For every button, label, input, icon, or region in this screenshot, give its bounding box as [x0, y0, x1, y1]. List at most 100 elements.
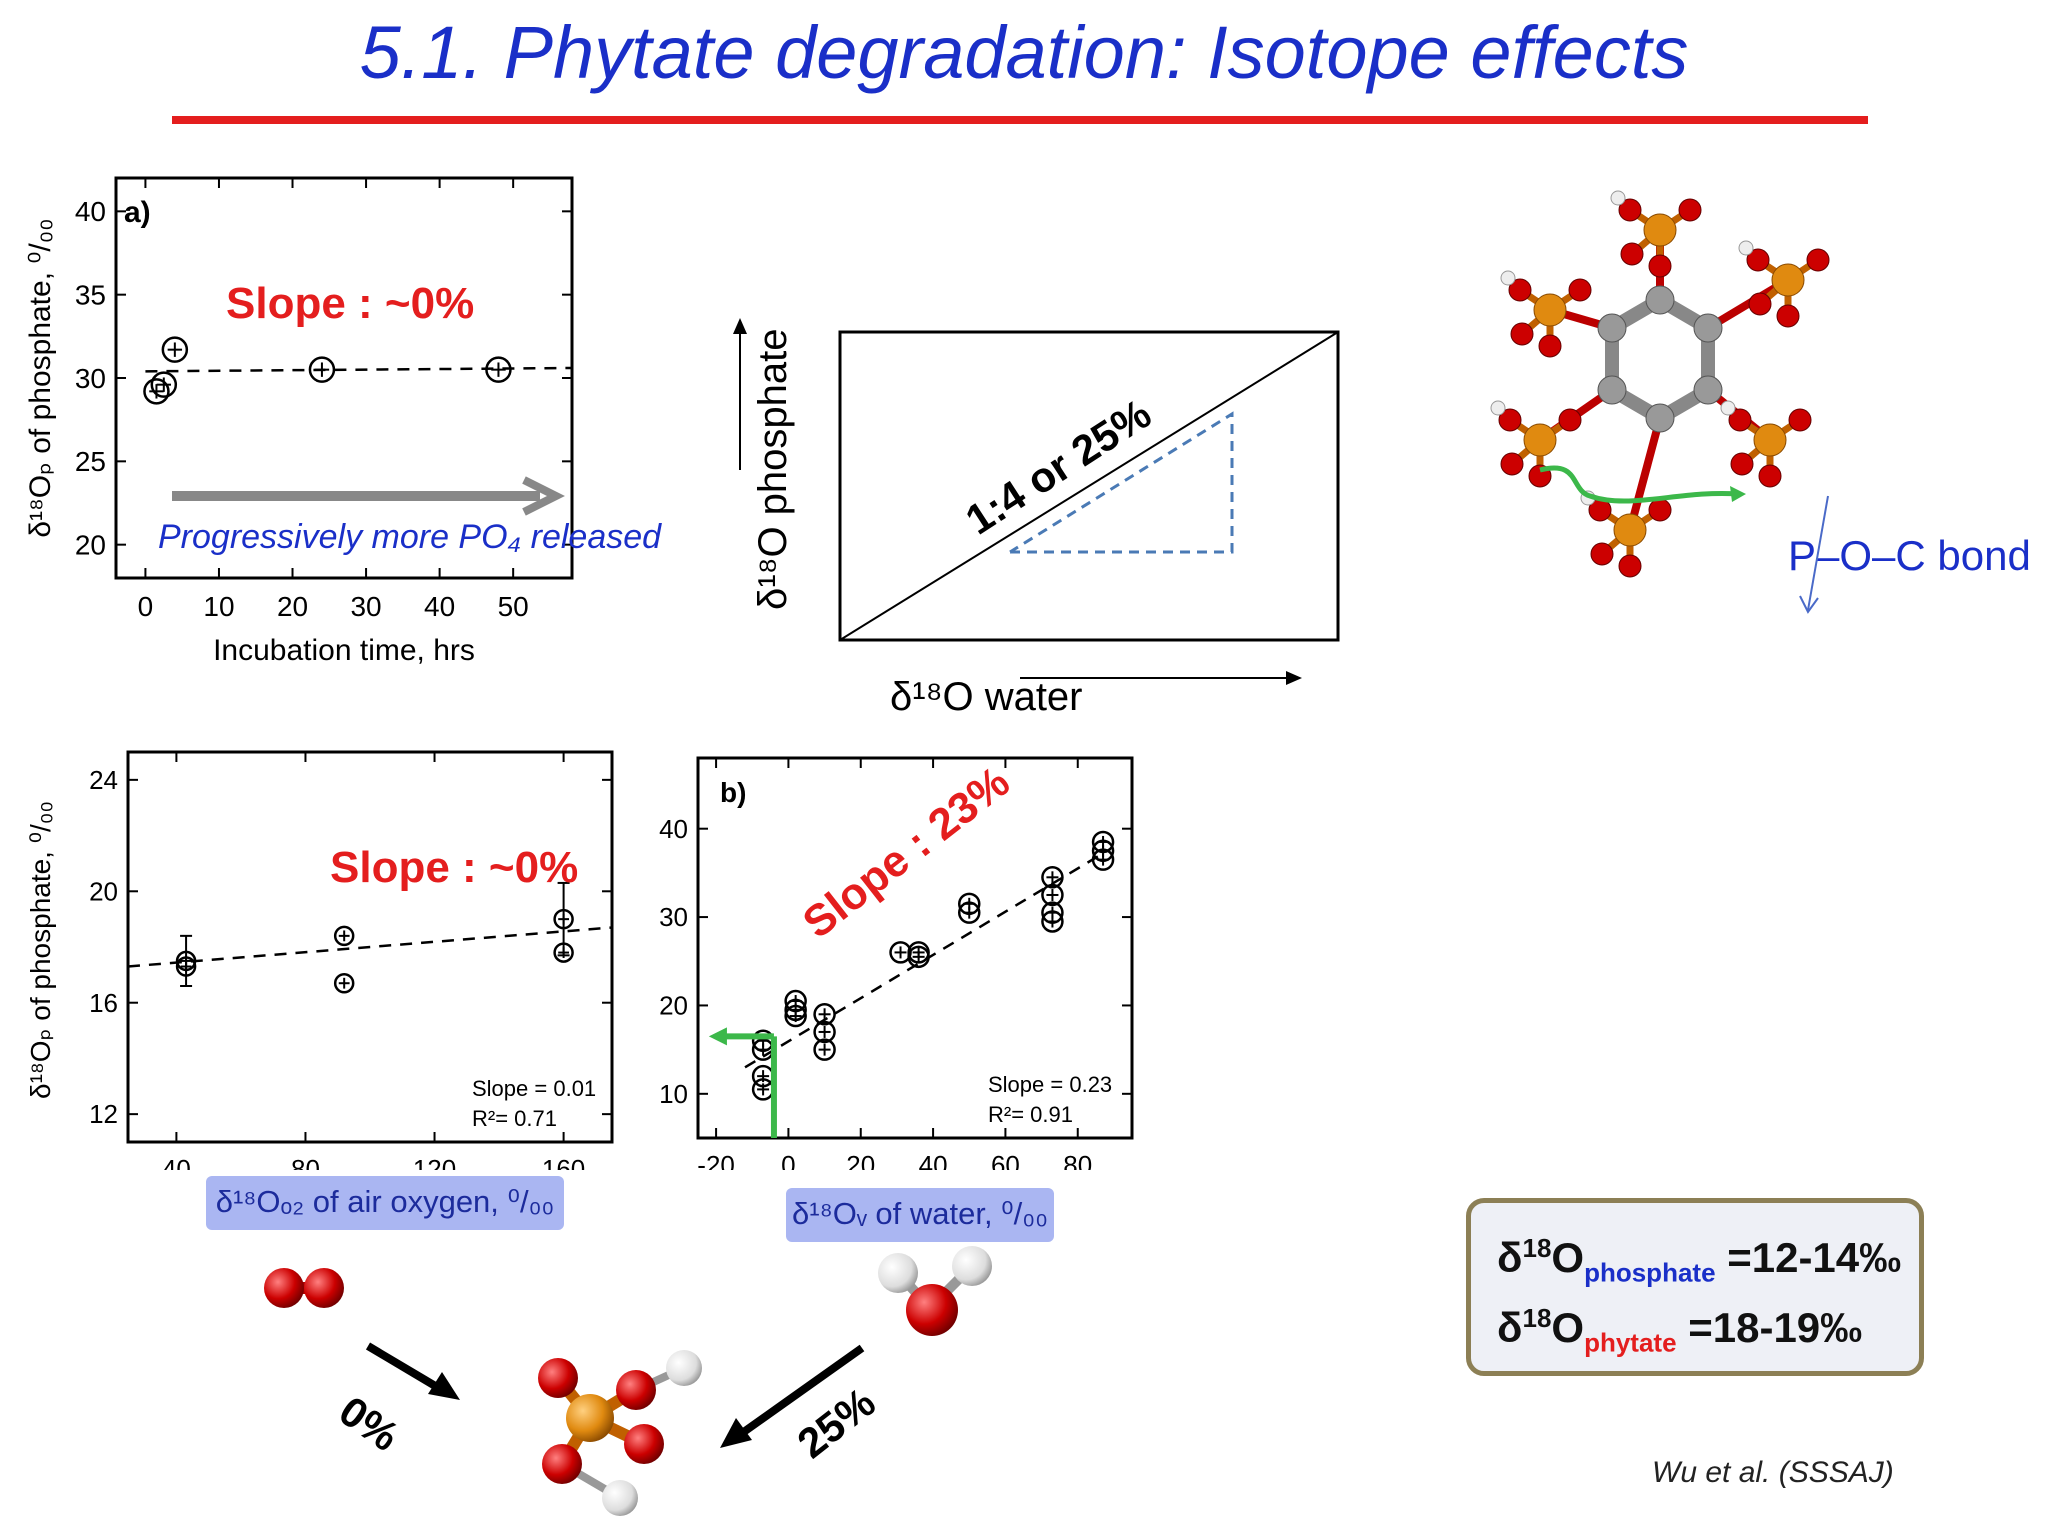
panel-label: b) [720, 777, 746, 808]
oxygen-atom [1510, 322, 1534, 346]
slope-annotation: Slope : 23% [794, 757, 1019, 948]
slope-annotation: Slope : ~0% [330, 843, 578, 892]
data-point [143, 378, 170, 405]
oxygen-atom [1728, 408, 1752, 432]
y-tick-label: 35 [75, 279, 106, 310]
data-point [553, 942, 574, 963]
y-axis-arrowhead-icon [733, 318, 747, 334]
hydrogen-atom [1490, 400, 1506, 416]
oxygen-pct-label: 0% [331, 1387, 408, 1460]
title-rule [172, 116, 1868, 124]
phosphorus-atom [1643, 213, 1677, 247]
oxygen-atom [1620, 242, 1644, 266]
y-tick-label: 16 [89, 988, 118, 1018]
chart-a: 0 10 20 30 40 50 20 25 30 35 40 a) Slope : ~0% Progre… [24, 176, 662, 667]
x-tick-label: 60 [991, 1150, 1020, 1170]
x-tick-label: 40 [162, 1154, 191, 1170]
oxygen-atom [1500, 452, 1524, 476]
x-tick-label: 20 [846, 1150, 875, 1170]
data-point [175, 956, 197, 977]
green-bond-arrowhead-icon [1730, 486, 1746, 502]
carbon-atom [1693, 375, 1723, 405]
hydrogen-atom [1610, 190, 1626, 206]
oxygen-atom [1618, 198, 1642, 222]
y-axis-label: δ¹⁸O phosphate [751, 328, 795, 610]
oxygen-atom [1748, 292, 1772, 316]
data-point [813, 1038, 836, 1061]
y-tick-label: 24 [89, 765, 118, 795]
y-tick-label: 20 [75, 529, 106, 560]
x-tick-label: 10 [203, 591, 234, 622]
green-bond-arrow-icon [1539, 465, 1739, 504]
phosphorus-atom [1771, 263, 1805, 297]
chart-oxygen: 40 80 120 160 12 16 20 24 Slope : ~0% Slope = 0.0… [25, 750, 614, 1170]
oxygen-atom [1558, 408, 1582, 432]
fit-line [127, 926, 613, 968]
oxygen-atom [1730, 452, 1754, 476]
x-tick-label: 80 [1063, 1150, 1092, 1170]
hydrogen-atom [1738, 240, 1754, 256]
x-tick-label: 0 [138, 591, 154, 622]
stats-r2: R²= 0.91 [988, 1102, 1073, 1127]
y-axis-label: δ¹⁸Oₚ of phosphate, ⁰/₀₀ [25, 801, 56, 1099]
oxygen-atom [1590, 542, 1614, 566]
phytate-molecule-image [1490, 190, 1830, 578]
delta-symbol: δ [1497, 1304, 1523, 1351]
data-point [150, 371, 178, 398]
x-tick-label: 20 [277, 591, 308, 622]
sup-18: 18 [1522, 1233, 1552, 1263]
x-axis-arrowhead-icon [1286, 671, 1302, 685]
hydrogen-atom [1720, 400, 1736, 416]
plot-frame [126, 750, 614, 1144]
phosphorus-atom [1753, 423, 1787, 457]
data-point [333, 925, 355, 947]
data-point [958, 901, 981, 924]
oxygen-atom [1618, 554, 1642, 578]
note-annotation: Progressively more PO₄ released [158, 518, 662, 556]
carbon-atom [1645, 403, 1675, 433]
oxygen-atom [1648, 498, 1672, 522]
green-arrowhead-icon [708, 1027, 727, 1046]
fit-line [145, 366, 573, 373]
carbon-atom [1645, 285, 1675, 315]
panel-label: a) [124, 196, 151, 229]
x-tick-label: 30 [350, 591, 381, 622]
delta-symbol: δ [1497, 1234, 1523, 1281]
oxygen-atom [1788, 408, 1812, 432]
data-point [1041, 910, 1064, 933]
y-axis-label: δ¹⁸Oₚ of phosphate, ⁰/₀₀ [24, 218, 57, 537]
phosphate-value: =12-14‰ [1727, 1234, 1902, 1281]
y-tick-label: 30 [659, 902, 688, 932]
oxygen-atom [1498, 408, 1522, 432]
one-to-one-line [839, 331, 1339, 641]
oxygen-arrow-icon [365, 1342, 460, 1400]
stats-r2: R²= 0.71 [472, 1106, 557, 1131]
y-tick-label: 20 [89, 876, 118, 906]
oxygen-atom [1648, 254, 1672, 278]
data-point [553, 908, 574, 930]
data-point [1041, 883, 1064, 907]
o-symbol: O [1551, 1304, 1585, 1351]
x-tick-label: 80 [291, 1154, 320, 1170]
plot-frame [696, 756, 1134, 1140]
p-o-bond [1626, 416, 1664, 532]
citation: Wu et al. (SSSAJ) [1652, 1456, 1894, 1489]
x-axis-label: δ¹⁸O water [890, 675, 1083, 719]
oxygen-xlabel: δ¹⁸Oₒ₂ of air oxygen, ⁰/₀₀ [206, 1176, 564, 1230]
reaction-diagram: 0% 25% [264, 1246, 992, 1516]
x-tick-label: 120 [413, 1154, 456, 1170]
data-point [1041, 866, 1064, 889]
x-tick-label: 0 [781, 1150, 795, 1170]
stats-slope: Slope = 0.23 [988, 1072, 1112, 1097]
sup-18: 18 [1522, 1303, 1552, 1333]
oxygen-molecule-icon [264, 1268, 344, 1308]
oxygen-atom [1568, 278, 1592, 302]
oxygen-atom [1806, 248, 1830, 272]
x-tick-label: -20 [697, 1150, 735, 1170]
data-point [1091, 848, 1115, 871]
data-point [308, 356, 336, 383]
phosphorus-atom [1613, 513, 1647, 547]
poc-bond-label: P–O–C bond [1788, 532, 2031, 579]
carbon-atom [1693, 313, 1723, 343]
